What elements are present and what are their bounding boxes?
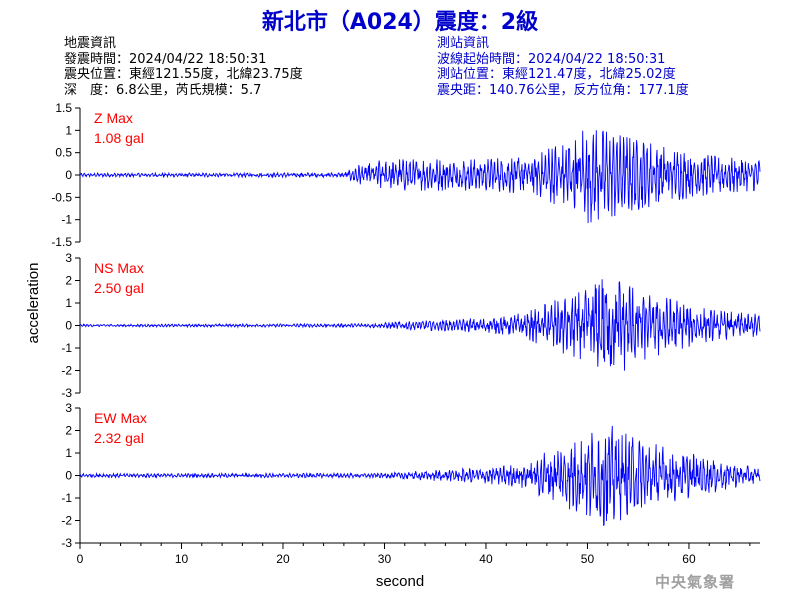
quake-depth-magnitude: 深 度：6.8公里，芮氏規模：5.7 bbox=[64, 82, 262, 98]
y-tick-label: 0 bbox=[65, 168, 72, 182]
x-tick-label: 0 bbox=[77, 552, 84, 566]
y-tick-label: -2 bbox=[61, 514, 72, 528]
y-tick-label: -1.5 bbox=[51, 235, 72, 249]
agency-watermark: 中央氣象署 bbox=[655, 573, 736, 591]
y-tick-label: 0 bbox=[65, 469, 72, 483]
y-tick-label: 3 bbox=[65, 251, 72, 265]
y-tick-label: -2 bbox=[61, 364, 72, 378]
x-tick-label: 60 bbox=[682, 552, 696, 566]
quake-epicenter: 震央位置：東經121.55度，北緯23.75度 bbox=[64, 67, 303, 82]
waveform-trace-z bbox=[79, 130, 761, 224]
station-info-heading: 測站資訊 bbox=[437, 36, 490, 51]
max-value-ns: 2.50 gal bbox=[94, 280, 144, 296]
station-location: 測站位置：東經121.47度，北緯25.02度 bbox=[437, 67, 676, 82]
max-label-z: Z Max bbox=[94, 110, 133, 126]
max-value-ew: 2.32 gal bbox=[94, 430, 144, 446]
y-tick-label: 1 bbox=[65, 446, 72, 460]
y-tick-label: 0 bbox=[65, 319, 72, 333]
quake-origin-time: 發震時間：2024/04/22 18:50:31 bbox=[64, 51, 267, 67]
x-tick-label: 50 bbox=[581, 552, 595, 566]
x-tick-label: 10 bbox=[175, 552, 189, 566]
y-tick-label: 3 bbox=[65, 401, 72, 415]
y-tick-label: -1 bbox=[61, 213, 72, 227]
quake-info-heading: 地震資訊 bbox=[64, 36, 117, 51]
max-value-z: 1.08 gal bbox=[94, 130, 144, 146]
y-tick-label: -1 bbox=[61, 341, 72, 355]
max-label-ns: NS Max bbox=[94, 260, 144, 276]
y-tick-label: 1 bbox=[65, 123, 72, 137]
station-info-panel: 測站資訊 波線起始時間：2024/04/22 18:50:31 測站位置：東經1… bbox=[437, 36, 689, 98]
waveform-trace-ns bbox=[79, 279, 761, 371]
y-tick-label: -0.5 bbox=[51, 190, 72, 204]
y-axis-label: acceleration bbox=[25, 263, 42, 344]
y-tick-label: 0.5 bbox=[55, 146, 72, 160]
waveform-start-time: 波線起始時間：2024/04/22 18:50:31 bbox=[437, 51, 666, 67]
quake-info-panel: 地震資訊 發震時間：2024/04/22 18:50:31 震央位置：東經121… bbox=[64, 36, 303, 98]
x-tick-label: 40 bbox=[479, 552, 493, 566]
y-tick-label: 2 bbox=[65, 274, 72, 288]
x-tick-label: 30 bbox=[378, 552, 392, 566]
x-axis-label: second bbox=[376, 573, 424, 590]
y-tick-label: -1 bbox=[61, 491, 72, 505]
waveform-trace-ew bbox=[79, 425, 761, 527]
max-label-ew: EW Max bbox=[94, 410, 147, 426]
y-tick-label: 2 bbox=[65, 424, 72, 438]
y-tick-label: -3 bbox=[61, 536, 72, 550]
y-tick-label: 1 bbox=[65, 296, 72, 310]
x-tick-label: 20 bbox=[276, 552, 290, 566]
y-tick-label: 1.5 bbox=[55, 101, 72, 115]
page-title: 新北市（A024）震度：2級 bbox=[261, 10, 539, 35]
y-tick-label: -3 bbox=[61, 386, 72, 400]
epicentral-distance: 震央距：140.76公里，反方位角：177.1度 bbox=[437, 82, 689, 98]
